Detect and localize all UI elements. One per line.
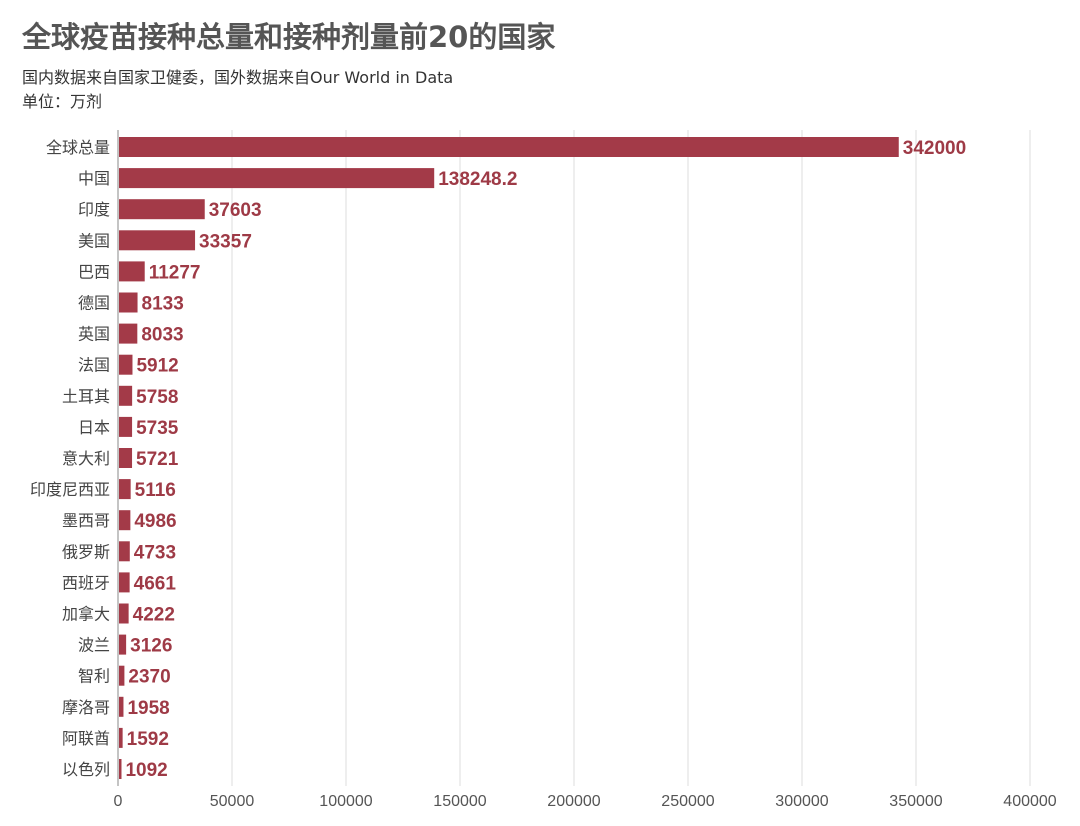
category-label: 俄罗斯	[62, 542, 110, 561]
category-label: 日本	[78, 418, 110, 437]
value-label: 5735	[136, 418, 179, 439]
bar	[119, 448, 133, 468]
x-tick-label: 300000	[775, 793, 828, 810]
x-tick-label: 0	[114, 793, 123, 810]
bar	[119, 323, 138, 344]
chart-title: 全球疫苗接种总量和接种剂量前20的国家	[22, 20, 556, 54]
bar	[119, 696, 124, 717]
value-label: 5721	[136, 449, 179, 470]
bar	[119, 292, 138, 313]
category-label: 智利	[78, 667, 110, 686]
bar	[119, 634, 127, 655]
bar	[119, 354, 133, 375]
value-label: 5912	[136, 356, 178, 377]
category-label: 美国	[78, 231, 110, 250]
bar	[119, 199, 205, 220]
category-label: 土耳其	[62, 387, 110, 406]
bar	[119, 261, 145, 282]
value-label: 138248.2	[438, 169, 517, 190]
value-label: 11277	[149, 262, 201, 283]
category-label: 英国	[78, 325, 110, 344]
category-label: 加拿大	[62, 605, 110, 624]
category-label: 摩洛哥	[62, 698, 110, 717]
category-label: 波兰	[78, 636, 110, 655]
bar	[119, 510, 131, 531]
category-label: 德国	[78, 294, 110, 313]
category-label: 印度尼西亚	[30, 480, 110, 499]
x-tick-label: 250000	[661, 793, 714, 810]
value-label: 1958	[127, 698, 169, 719]
value-label: 342000	[903, 138, 966, 159]
value-label: 4986	[134, 511, 176, 532]
value-label: 4661	[134, 573, 177, 594]
bar	[119, 603, 129, 624]
category-label: 意大利	[62, 449, 110, 468]
value-label: 5116	[135, 480, 176, 501]
category-label: 墨西哥	[62, 511, 110, 530]
bar	[119, 572, 130, 593]
bar	[119, 665, 125, 686]
category-label: 印度	[78, 200, 110, 219]
bar	[119, 416, 133, 437]
bar	[119, 168, 435, 189]
bar	[119, 727, 123, 748]
value-label: 5758	[136, 387, 178, 408]
bar	[119, 385, 133, 406]
x-tick-label: 50000	[210, 793, 255, 810]
value-label: 8033	[141, 325, 183, 346]
value-label: 1592	[127, 729, 169, 750]
bar	[119, 479, 131, 500]
value-label: 37603	[209, 200, 262, 221]
value-label: 3126	[130, 636, 172, 657]
chart-unit: 单位：万剂	[22, 92, 103, 111]
value-label: 4222	[133, 605, 175, 626]
bar	[119, 230, 196, 251]
category-label: 全球总量	[46, 138, 110, 157]
value-label: 1092	[125, 760, 167, 781]
value-label: 4733	[134, 542, 176, 563]
category-label: 中国	[78, 169, 110, 188]
bar	[119, 137, 899, 157]
bar	[119, 541, 130, 562]
value-label: 8133	[142, 294, 184, 315]
x-tick-label: 400000	[1003, 793, 1056, 810]
x-tick-label: 150000	[433, 793, 486, 810]
x-tick-label: 200000	[547, 793, 600, 810]
category-label: 以色列	[62, 760, 110, 779]
chart-subtitle: 国内数据来自国家卫健委，国外数据来自Our World in Data	[22, 68, 454, 87]
category-label: 西班牙	[62, 573, 110, 592]
category-label: 阿联酋	[62, 729, 110, 748]
bar	[119, 759, 122, 779]
x-tick-label: 100000	[319, 793, 372, 810]
value-label: 33357	[199, 231, 252, 252]
value-label: 2370	[128, 667, 170, 688]
category-label: 法国	[78, 356, 110, 375]
x-tick-label: 350000	[889, 793, 942, 810]
category-label: 巴西	[78, 262, 110, 281]
